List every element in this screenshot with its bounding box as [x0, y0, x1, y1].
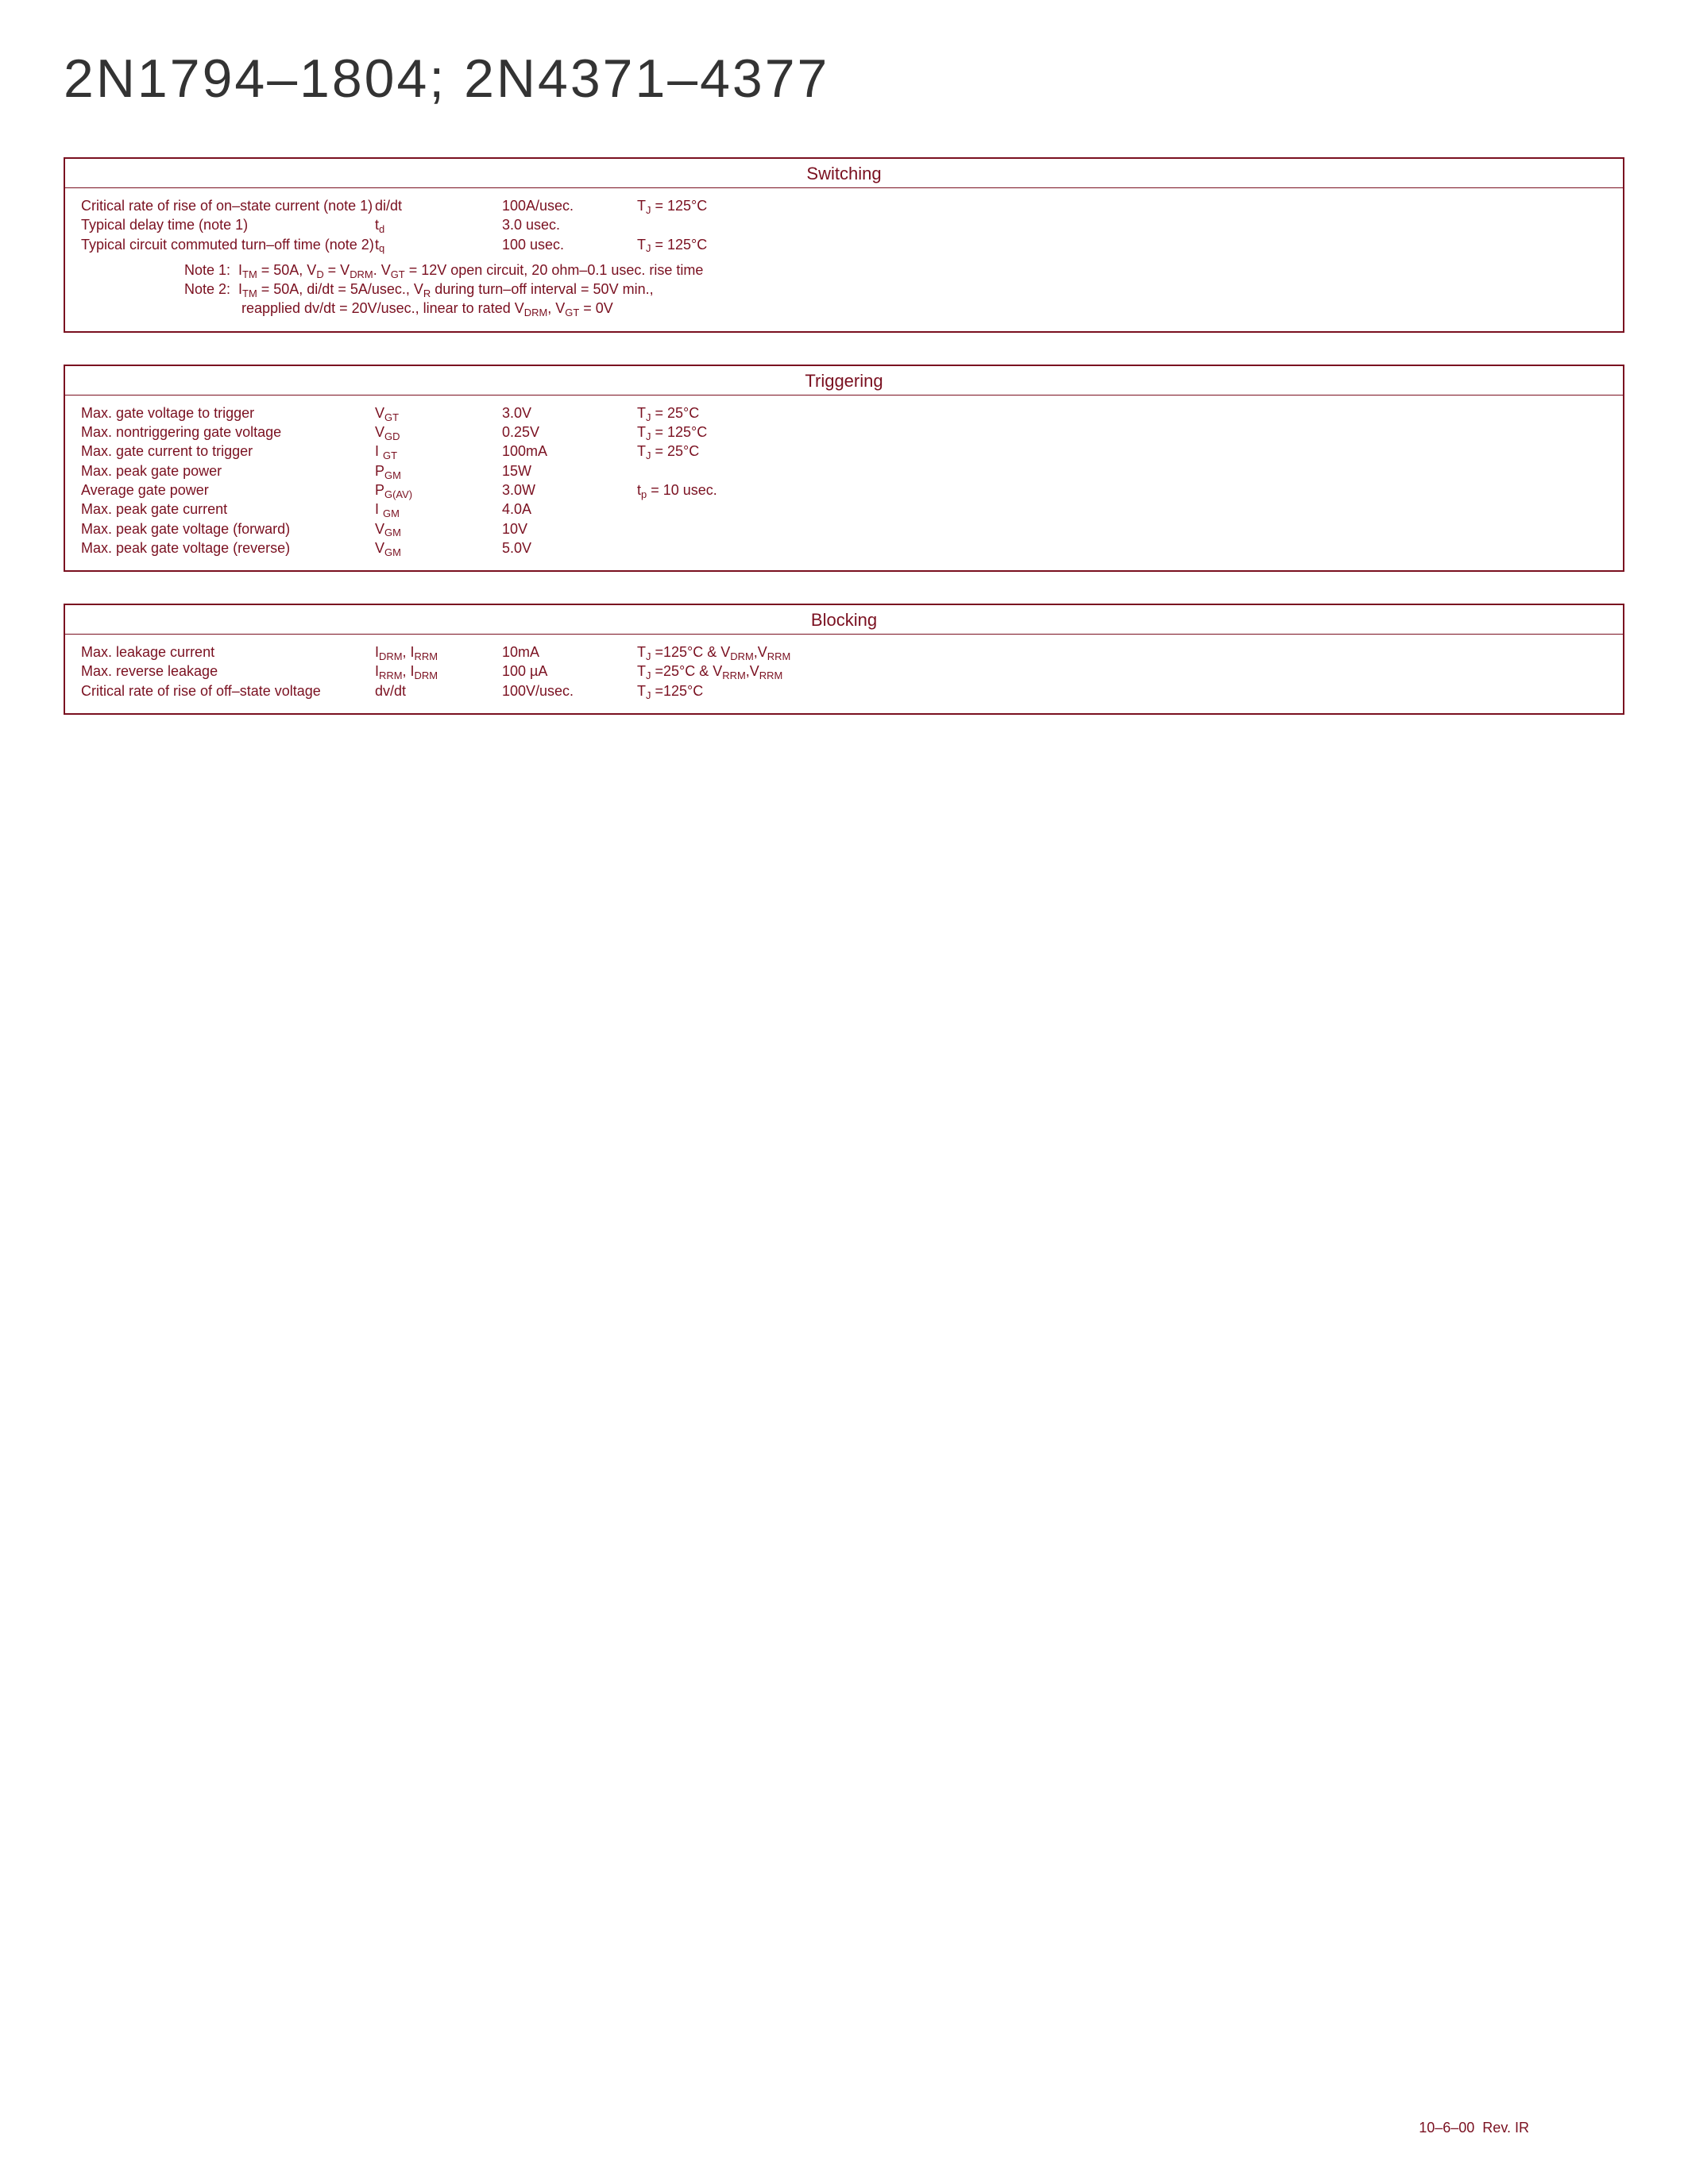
- sections-container: Switching Critical rate of rise of on–sta…: [64, 157, 1624, 715]
- param-value: 3.0 usec.: [502, 215, 637, 234]
- param-value: 3.0W: [502, 480, 637, 500]
- section-box: Blocking Max. leakage currentIDRM, IRRM10…: [64, 604, 1624, 715]
- param-value: 10V: [502, 519, 637, 538]
- page-title: 2N1794–1804; 2N4371–4377: [64, 48, 1624, 110]
- param-condition: TJ = 125°C: [637, 235, 1607, 254]
- param-condition: TJ =125°C: [637, 681, 1607, 700]
- param-symbol: VGM: [375, 538, 502, 558]
- table-row: Max. peak gate powerPGM15W: [81, 461, 1607, 480]
- param-symbol: I GM: [375, 500, 502, 519]
- param-description: Max. reverse leakage: [81, 662, 375, 681]
- param-description: Max. gate current to trigger: [81, 442, 375, 461]
- section-box: Switching Critical rate of rise of on–sta…: [64, 157, 1624, 333]
- section-title: Switching: [65, 159, 1623, 188]
- param-description: Max. leakage current: [81, 642, 375, 662]
- param-condition: TJ =125°C & VDRM,VRRM: [637, 642, 1607, 662]
- table-row: Max. leakage currentIDRM, IRRM10mATJ =12…: [81, 642, 1607, 662]
- param-condition: TJ = 25°C: [637, 442, 1607, 461]
- param-description: Max. peak gate voltage (reverse): [81, 538, 375, 558]
- param-symbol: di/dt: [375, 196, 502, 215]
- param-symbol: dv/dt: [375, 681, 502, 700]
- param-value: 100 µA: [502, 662, 637, 681]
- table-row: Critical rate of rise of off–state volta…: [81, 681, 1607, 700]
- footer-date-rev: 10–6–00 Rev. IR: [1419, 2120, 1529, 2136]
- param-value: 15W: [502, 461, 637, 480]
- table-row: Critical rate of rise of on–state curren…: [81, 196, 1607, 215]
- note-line: reapplied dv/dt = 20V/usec., linear to r…: [184, 299, 1607, 318]
- table-row: Max. peak gate voltage (forward)VGM10V: [81, 519, 1607, 538]
- section-title: Blocking: [65, 605, 1623, 635]
- param-symbol: VGT: [375, 403, 502, 423]
- param-value: 3.0V: [502, 403, 637, 423]
- param-value: 100A/usec.: [502, 196, 637, 215]
- section-title: Triggering: [65, 366, 1623, 396]
- param-description: Average gate power: [81, 480, 375, 500]
- table-row: Max. peak gate voltage (reverse)VGM5.0V: [81, 538, 1607, 558]
- section-box: TriggeringMax. gate voltage to triggerVG…: [64, 365, 1624, 572]
- param-description: Typical circuit commuted turn–off time (…: [81, 235, 375, 254]
- param-value: 5.0V: [502, 538, 637, 558]
- param-value: 100V/usec.: [502, 681, 637, 700]
- table-row: Max. gate current to triggerI GT100mATJ …: [81, 442, 1607, 461]
- param-symbol: VGD: [375, 423, 502, 442]
- param-value: 10mA: [502, 642, 637, 662]
- param-symbol: IDRM, IRRM: [375, 642, 502, 662]
- table-row: Max. gate voltage to triggerVGT3.0VTJ = …: [81, 403, 1607, 423]
- param-value: 4.0A: [502, 500, 637, 519]
- param-symbol: PG(AV): [375, 480, 502, 500]
- param-value: 0.25V: [502, 423, 637, 442]
- param-symbol: VGM: [375, 519, 502, 538]
- param-description: Typical delay time (note 1): [81, 215, 375, 234]
- param-symbol: I GT: [375, 442, 502, 461]
- param-condition: TJ =25°C & VRRM,VRRM: [637, 662, 1607, 681]
- param-condition: TJ = 125°C: [637, 423, 1607, 442]
- section-body: Max. leakage currentIDRM, IRRM10mATJ =12…: [65, 635, 1623, 713]
- param-description: Critical rate of rise of off–state volta…: [81, 681, 375, 700]
- param-symbol: tq: [375, 235, 502, 254]
- section-body: Critical rate of rise of on–state curren…: [65, 188, 1623, 331]
- param-description: Max. peak gate power: [81, 461, 375, 480]
- param-description: Critical rate of rise of on–state curren…: [81, 196, 375, 215]
- table-row: Max. peak gate currentI GM4.0A: [81, 500, 1607, 519]
- param-value: 100 usec.: [502, 235, 637, 254]
- table-row: Typical delay time (note 1)td3.0 usec.: [81, 215, 1607, 234]
- table-row: Max. reverse leakageIRRM, IDRM100 µATJ =…: [81, 662, 1607, 681]
- param-condition: TJ = 125°C: [637, 196, 1607, 215]
- param-description: Max. nontriggering gate voltage: [81, 423, 375, 442]
- param-symbol: PGM: [375, 461, 502, 480]
- param-condition: TJ = 25°C: [637, 403, 1607, 423]
- param-condition: tp = 10 usec.: [637, 480, 1607, 500]
- param-description: Max. peak gate current: [81, 500, 375, 519]
- param-description: Max. peak gate voltage (forward): [81, 519, 375, 538]
- param-symbol: IRRM, IDRM: [375, 662, 502, 681]
- param-symbol: td: [375, 215, 502, 234]
- section-notes: Note 1: ITM = 50A, VD = VDRM. VGT = 12V …: [81, 260, 1607, 318]
- section-body: Max. gate voltage to triggerVGT3.0VTJ = …: [65, 396, 1623, 570]
- table-row: Max. nontriggering gate voltageVGD0.25VT…: [81, 423, 1607, 442]
- table-row: Typical circuit commuted turn–off time (…: [81, 235, 1607, 254]
- note-line: Note 2: ITM = 50A, di/dt = 5A/usec., VR …: [184, 280, 1607, 299]
- param-value: 100mA: [502, 442, 637, 461]
- table-row: Average gate powerPG(AV)3.0Wtp = 10 usec…: [81, 480, 1607, 500]
- param-description: Max. gate voltage to trigger: [81, 403, 375, 423]
- note-line: Note 1: ITM = 50A, VD = VDRM. VGT = 12V …: [184, 260, 1607, 280]
